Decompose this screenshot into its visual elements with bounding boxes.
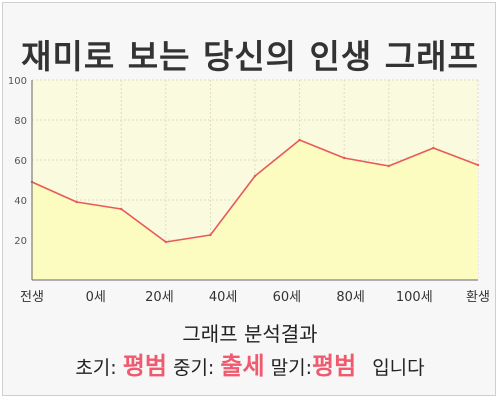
area-layer (30, 138, 480, 280)
x-tick-label: 0세 (86, 290, 106, 305)
mid-label: 중기: (172, 357, 215, 379)
data-point (120, 207, 123, 211)
axis-layer (31, 80, 478, 281)
y-tick-label: 80 (14, 116, 27, 127)
late-label: 말기: (270, 357, 312, 379)
x-tick-label: 60세 (273, 290, 302, 305)
data-point (343, 156, 346, 160)
data-point (387, 164, 390, 168)
analysis-result: 초기: 평범 중기: 출세 말기:평범 입니다 (0, 346, 500, 381)
data-point (476, 163, 480, 167)
x-tick-label: 20세 (145, 290, 174, 305)
data-point (253, 174, 257, 178)
early-label: 초기: (75, 357, 117, 379)
y-tick-label: 100 (8, 76, 27, 87)
data-point (164, 240, 167, 244)
x-tick-label: 40세 (209, 290, 238, 305)
analysis-caption: 그래프 분석결과 (182, 322, 318, 346)
x-tick-label: 환생 (466, 290, 490, 305)
mid-value: 출세 (220, 352, 265, 380)
x-tick-label: 80세 (336, 290, 365, 305)
y-tick-label: 60 (14, 156, 27, 167)
late-value: 평범 (311, 352, 357, 380)
data-point (432, 146, 435, 150)
chart-title: 재미로 보는 당신의 인생 그래프 (21, 37, 479, 76)
early-value: 평범 (122, 352, 167, 380)
result-suffix: 입니다 (372, 357, 425, 379)
y-tick-label: 20 (14, 236, 27, 247)
x-tick-label: 100세 (396, 290, 433, 305)
data-point (298, 138, 301, 142)
y-tick-label: 40 (14, 196, 27, 207)
label-layer: 20 40 60 80 100 전생 0세 20세 40세 60세 80세 100세 환생 (8, 76, 490, 305)
x-tick-label: 전생 (20, 290, 44, 305)
area-fill (32, 140, 478, 280)
data-point (75, 200, 78, 204)
data-point (209, 233, 212, 237)
